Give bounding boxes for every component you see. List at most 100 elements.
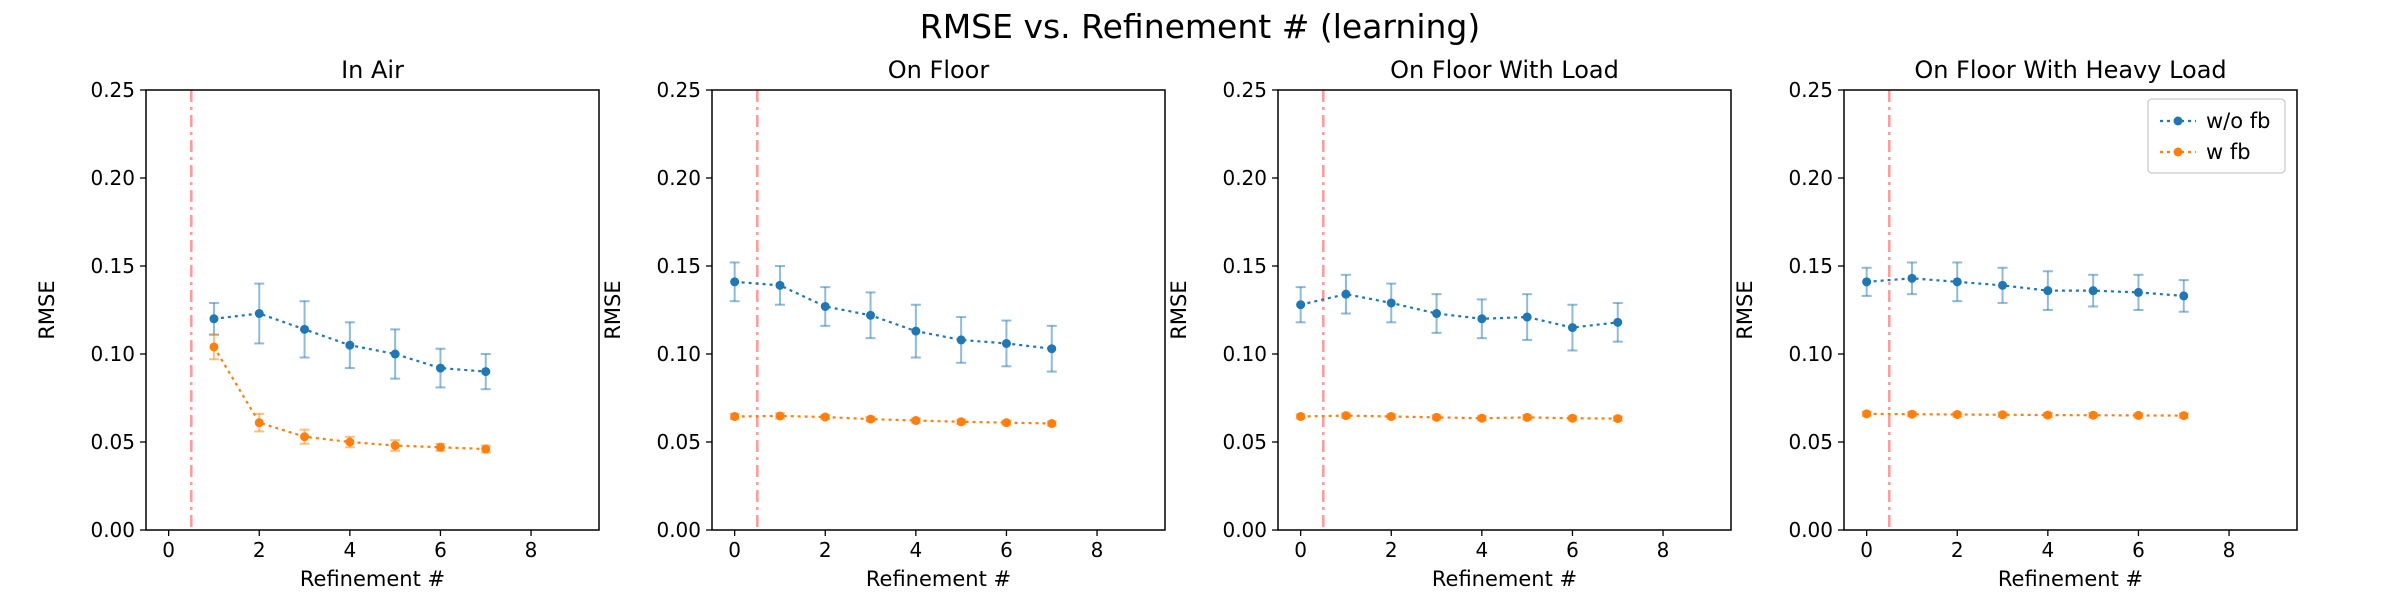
data-point [956,335,966,345]
data-point [2088,410,2098,420]
data-point [300,432,310,442]
data-point [1296,411,1306,421]
y-tick-label: 0.25 [90,78,135,102]
y-tick-label: 0.20 [1788,166,1833,190]
data-point [911,326,921,336]
data-point [820,412,830,422]
y-tick-label: 0.10 [1788,342,1833,366]
data-point [1998,410,2008,420]
data-point [1047,344,1057,354]
series-w-fb [729,411,1057,429]
data-point [209,342,219,352]
chart-panel-3: On Floor With Load 0 2 4 6 8 0.00 0.05 0.10 0.15 0… [1167,56,1732,591]
data-point [390,349,400,359]
x-tick-label: 8 [1657,538,1670,562]
y-tick-label: 0.05 [90,430,135,454]
x-tick-label: 4 [1475,538,1488,562]
y-tick-label: 0.00 [1222,518,1267,542]
data-point [1862,409,1872,419]
panel-title: On Floor With Load [1390,56,1619,84]
data-point [2133,287,2143,297]
data-point [1296,300,1306,310]
y-tick-label: 0.15 [656,254,701,278]
y-tick-label: 0.25 [1222,78,1267,102]
data-point [254,309,264,319]
data-point [2179,411,2189,421]
legend-box [2147,98,2286,174]
series-wo-fb [208,282,491,391]
data-point [1001,338,1011,348]
y-tick-label: 0.20 [656,166,701,190]
y-tick-label: 0.00 [656,518,701,542]
chart-panel-1: In Air 0 2 4 6 8 0.00 0.05 0.10 0.15 0.20 0.25 Refin… [35,56,600,591]
data-point [2088,286,2098,296]
x-tick-label: 0 [728,538,741,562]
data-point [820,301,830,311]
x-tick-label: 4 [909,538,922,562]
series-w-fb [208,333,491,454]
y-tick-label: 0.05 [1788,430,1833,454]
data-point [1477,413,1487,423]
y-axis-label: RMSE [1733,280,1757,339]
axes-frame [145,89,600,531]
series-wo-fb [1861,261,2189,313]
y-tick-label: 0.00 [1788,518,1833,542]
y-tick-label: 0.25 [656,78,701,102]
panel-title: In Air [341,56,404,84]
x-tick-label: 4 [343,538,356,562]
y-tick-label: 0.10 [90,342,135,366]
data-point [956,417,966,427]
data-point [1432,412,1442,422]
data-point [1386,411,1396,421]
x-tick-label: 8 [2223,538,2236,562]
data-point [254,418,264,428]
x-tick-label: 2 [253,538,266,562]
x-tick-label: 6 [1566,538,1579,562]
x-tick-label: 4 [2041,538,2054,562]
legend-marker [2173,147,2183,157]
x-tick-label: 2 [819,538,832,562]
data-point [1341,411,1351,421]
data-point [209,314,219,324]
series-w-fb [1295,411,1623,424]
data-point [1952,277,1962,287]
axes-frame [1843,89,2298,531]
y-tick-label: 0.15 [1222,254,1267,278]
panel-title: On Floor With Heavy Load [1914,56,2226,84]
data-point [1907,409,1917,419]
data-point [1386,298,1396,308]
data-point [2133,410,2143,420]
data-point [345,340,355,350]
data-point [1613,317,1623,327]
series-line [734,280,1052,350]
data-point [1522,312,1532,322]
x-tick-label: 8 [525,538,538,562]
data-point [1432,309,1442,319]
data-point [1998,280,2008,290]
data-point [1907,273,1917,283]
x-tick-label: 6 [1000,538,1013,562]
x-tick-label: 2 [1385,538,1398,562]
figure-title: RMSE vs. Refinement # (learning) [920,7,1480,46]
data-point [1047,419,1057,429]
legend-marker [2173,116,2183,126]
data-point [481,444,491,454]
data-point [2043,286,2053,296]
x-tick-label: 0 [162,538,175,562]
y-tick-label: 0.25 [1788,78,1833,102]
legend-label: w/o fb [2206,109,2271,133]
y-axis-label: RMSE [35,280,59,339]
data-point [1567,413,1577,423]
y-tick-label: 0.15 [90,254,135,278]
data-point [1522,412,1532,422]
y-tick-label: 0.00 [90,518,135,542]
y-tick-label: 0.05 [1222,430,1267,454]
chart-panel-4: On Floor With Heavy Load 0 2 4 6 8 0.00 0.05 0.1… [1733,56,2298,591]
data-point [481,367,491,377]
data-point [1613,414,1623,424]
series-wo-fb [729,261,1057,373]
data-point [345,437,355,447]
data-point [730,277,740,287]
data-point [1862,277,1872,287]
